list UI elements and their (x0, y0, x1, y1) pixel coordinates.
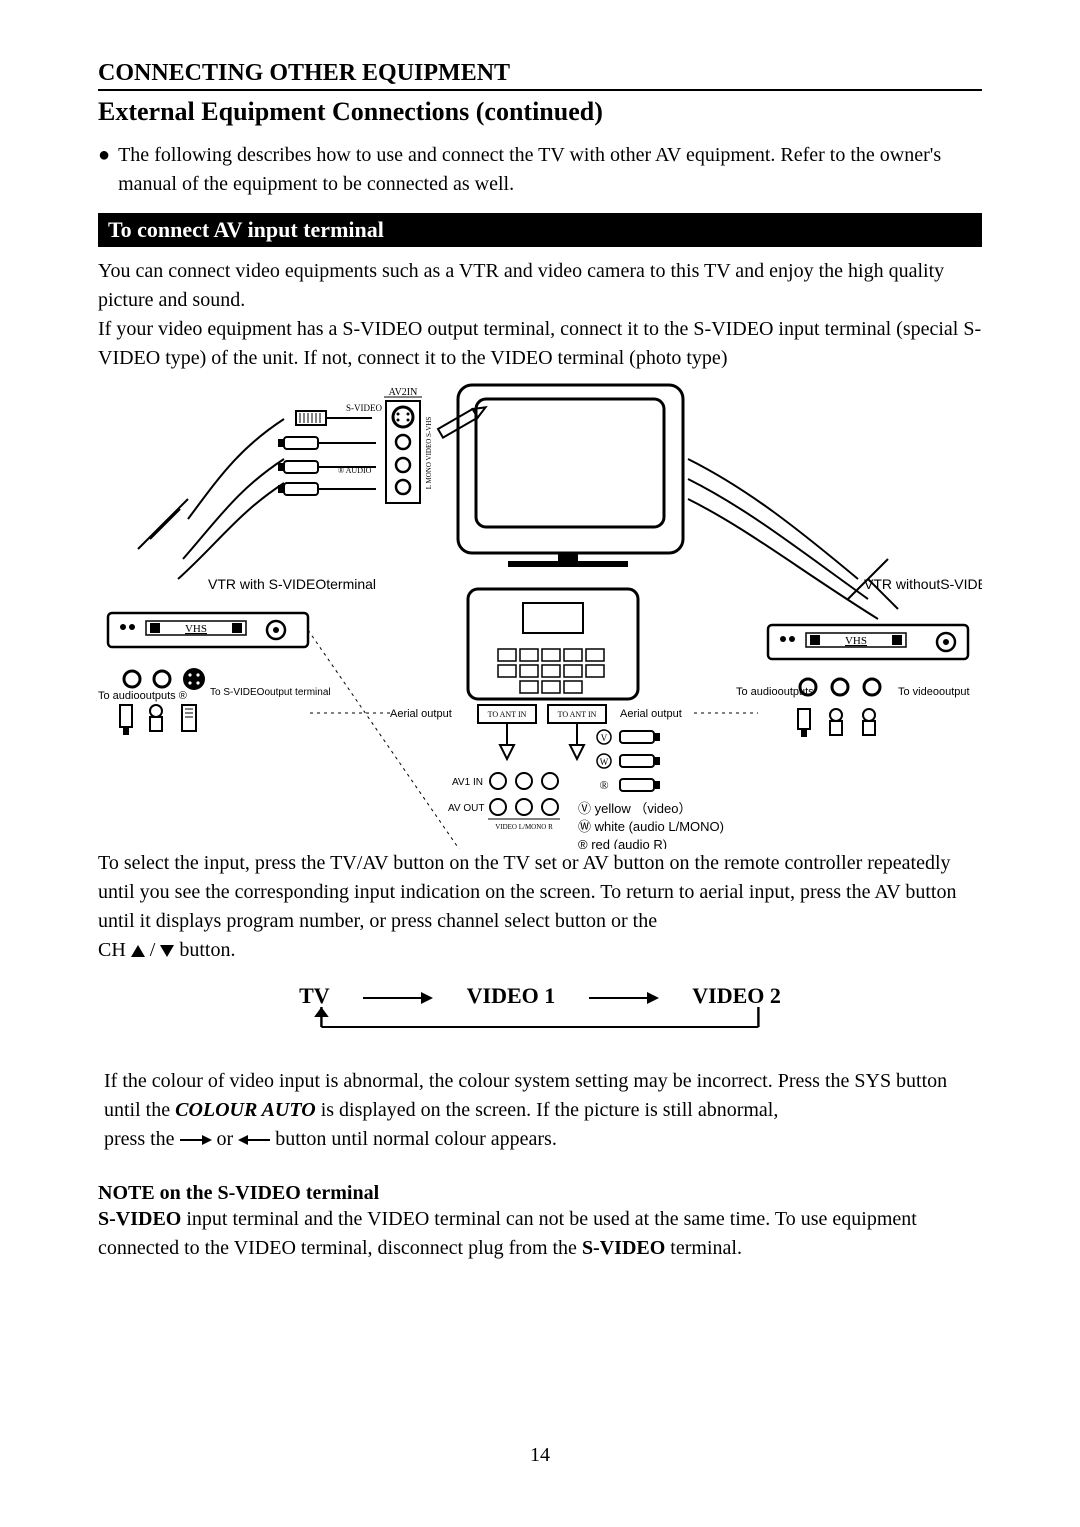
svg-text:®: ® (599, 778, 608, 792)
bullet-dot-icon: ● (98, 141, 110, 170)
diagram-label-vlmr: VIDEO L/MONO R (495, 823, 553, 831)
paragraph-1: You can connect video equipments such as… (98, 257, 982, 373)
diagram-label-aerial-r: Aerial output (620, 708, 682, 720)
diagram-label-yellow: yellow （video） (595, 801, 692, 816)
triangle-up-icon (131, 945, 145, 957)
para3-2a: press the (104, 1128, 180, 1150)
para3-2b: button until normal colour appears. (275, 1128, 557, 1150)
svg-text:® red (audio R): ® red (audio R) (578, 837, 667, 849)
diagram-label-vhs-l: VHS (185, 623, 207, 635)
diagram-label-svideo: S-VIDEO (346, 403, 382, 413)
intro-text: The following describes how to use and c… (118, 141, 982, 199)
flow-loop-arrow (285, 1007, 795, 1037)
svg-text:V: V (601, 733, 608, 743)
arrow-left-icon (238, 1134, 270, 1146)
note-body: S-VIDEO input terminal and the VIDEO ter… (98, 1205, 982, 1263)
note-b: input terminal and the VIDEO terminal ca… (98, 1208, 917, 1259)
svg-text:W: W (600, 757, 609, 767)
note-title: NOTE on the S-VIDEO terminal (98, 1182, 982, 1205)
para1-line2: If your video equipment has a S-VIDEO ou… (98, 318, 981, 369)
triangle-down-icon (160, 945, 174, 957)
diagram-label-to-svideo: To S-VIDEOoutput terminal (210, 687, 331, 698)
diagram-svg: AV2IN S-VIDEO ® AUDIO L MONO VIDEO S-VHS (98, 379, 982, 849)
diagram-label-to-audio-r: To audiooutputs (736, 686, 814, 698)
flow-node-v2: VIDEO 2 (692, 983, 781, 1008)
flow-node-v1: VIDEO 1 (467, 983, 556, 1008)
para3-em: COLOUR AUTO (175, 1099, 316, 1121)
svg-text:Ⓦ white (audio L/MONO): Ⓦ white (audio L/MONO) (578, 819, 724, 834)
arrow-right-icon (363, 991, 433, 1005)
section-title-text: CONNECTING OTHER EQUIPMENT (98, 60, 510, 87)
flow-node-tv: TV (299, 983, 330, 1008)
note-a: S-VIDEO (98, 1208, 181, 1230)
diagram-label-to-audio-l: To audiooutputs ® (98, 690, 187, 702)
diagram-label-aerial-l: Aerial output (390, 708, 452, 720)
intro-bullet: ● The following describes how to use and… (98, 141, 982, 199)
arrow-right-icon (589, 991, 659, 1005)
diagram-label-avout: AV OUT (448, 803, 484, 814)
page-number: 14 (0, 1444, 1080, 1467)
diagram-label-vtr-without: VTR withoutS-VIDEO terminal (864, 576, 982, 592)
para2-a: To select the input, press the TV/AV but… (98, 852, 956, 932)
diagram-label-vtr-with: VTR with S-VIDEOterminal (208, 576, 376, 592)
diagram-label-av2: AV2IN (389, 387, 418, 398)
svg-text:Ⓥ yellow （video）: Ⓥ yellow （video） (578, 801, 691, 816)
paragraph-2: To select the input, press the TV/AV but… (98, 849, 982, 965)
diagram-label-to-video-r: To videooutput (898, 686, 970, 698)
para3-b: is displayed on the screen. If the pictu… (321, 1099, 779, 1121)
para3-mid: or (217, 1128, 239, 1150)
diagram-label-av1in: AV1 IN (452, 777, 483, 788)
diagram-label-antin-r: TO ANT IN (558, 710, 597, 719)
diagram-label-white: white (audio L/MONO) (594, 819, 724, 834)
paragraph-3: If the colour of video input is abnormal… (104, 1067, 982, 1154)
para2-b-prefix: CH (98, 939, 131, 961)
para2-b-suffix: button. (179, 939, 235, 961)
diagram-label-red: red (audio R) (591, 837, 667, 849)
note-c: S-VIDEO (582, 1237, 665, 1259)
note-d: terminal. (670, 1237, 742, 1259)
diagram-label-antin-l: TO ANT IN (488, 710, 527, 719)
para2-slash: / (150, 939, 156, 961)
pencil-icon (438, 403, 488, 438)
connection-diagram: AV2IN S-VIDEO ® AUDIO L MONO VIDEO S-VHS (98, 379, 982, 849)
diagram-label-monovideo: L MONO VIDEO S-VHS (425, 417, 433, 490)
sub-title: External Equipment Connections (continue… (98, 97, 982, 127)
black-bar-heading: To connect AV input terminal (98, 213, 982, 247)
section-title: CONNECTING OTHER EQUIPMENT (98, 60, 982, 91)
para1-line1: You can connect video equipments such as… (98, 260, 944, 311)
diagram-label-vhs-r: VHS (845, 635, 867, 647)
input-cycle-flow: TV VIDEO 1 VIDEO 2 (98, 983, 982, 1043)
arrow-right-icon (180, 1134, 212, 1146)
